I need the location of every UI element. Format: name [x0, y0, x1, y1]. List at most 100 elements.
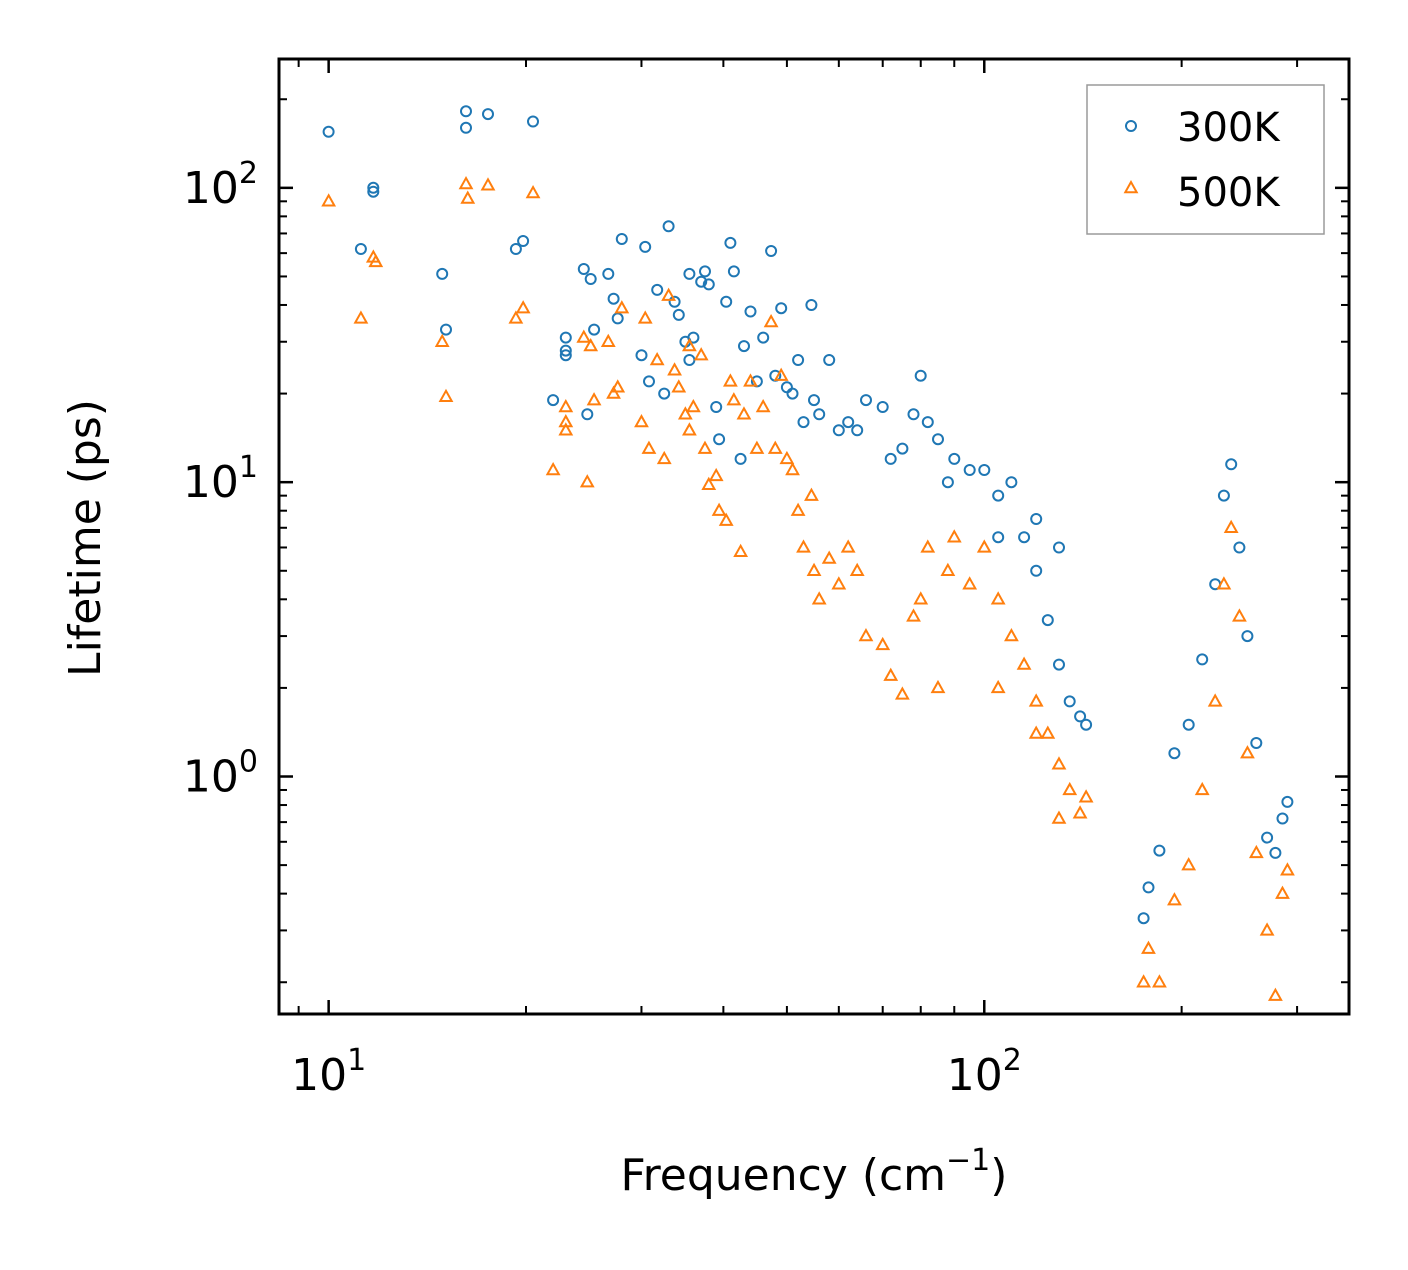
y-tick-label-100: 102: [183, 156, 258, 214]
data-point-500k-73: [962, 576, 978, 590]
data-point-300k-14: [559, 344, 572, 357]
data-point-500k-9: [508, 310, 524, 324]
data-point-500k-61: [840, 539, 856, 553]
data-point-500k-6: [458, 176, 474, 190]
data-point-300k-75: [992, 489, 1005, 502]
data-point-300k-23: [615, 233, 628, 245]
data-point-500k-34: [681, 422, 697, 436]
data-point-500k-89: [1152, 974, 1167, 988]
x-axis-title: Frequency (cm−1): [621, 1143, 1008, 1201]
data-point-500k-65: [883, 667, 899, 681]
data-point-500k-85: [1028, 725, 1044, 739]
data-point-500k-4: [434, 333, 450, 347]
data-point-500k-68: [913, 591, 929, 605]
data-point-300k-31: [672, 308, 685, 321]
data-point-500k-67: [906, 608, 921, 622]
data-point-500k-60: [831, 576, 847, 590]
plot-frame: [277, 57, 1351, 1016]
data-point-500k-36: [693, 347, 709, 361]
data-point-500k-81: [1062, 781, 1078, 796]
data-point-300k-67: [907, 408, 920, 421]
data-point-500k-64: [875, 636, 891, 651]
data-point-300k-102: [1281, 795, 1294, 808]
data-point-300k-77: [1018, 531, 1031, 544]
data-point-300k-61: [842, 416, 855, 429]
data-point-500k-37: [697, 440, 713, 454]
data-point-500k-70: [930, 679, 946, 694]
data-point-300k-25: [639, 240, 652, 253]
data-point-500k-20: [600, 333, 616, 347]
data-point-500k-57: [806, 562, 822, 576]
data-point-300k-7: [460, 121, 472, 134]
data-point-500k-97: [1240, 745, 1255, 759]
legend-label-500k: 500K: [1177, 170, 1281, 216]
data-point-300k-88: [1142, 881, 1155, 894]
data-point-300k-33: [683, 267, 696, 280]
data-point-300k-20: [602, 267, 615, 280]
data-point-500k-58: [811, 591, 827, 605]
data-point-500k-32: [677, 406, 693, 420]
data-point-500k-12: [545, 461, 561, 476]
data-point-300k-12: [547, 394, 560, 407]
data-point-500k-102: [1280, 862, 1295, 876]
data-point-300k-17: [581, 408, 594, 421]
data-point-300k-79: [1041, 614, 1054, 627]
data-point-300k-82: [1074, 710, 1087, 723]
data-point-300k-74: [978, 464, 991, 476]
data-point-500k-13: [558, 398, 574, 413]
data-point-300k-6: [460, 105, 472, 118]
data-point-500k-100: [1267, 987, 1283, 1001]
tick-labels: 101 102 100 101 102: [183, 156, 1022, 1101]
data-point-500k-11: [525, 185, 541, 199]
series-500k-markers: [321, 176, 1295, 1001]
data-point-500k-45: [736, 406, 752, 420]
data-point-500k-79: [1040, 725, 1056, 739]
data-point-300k-66: [896, 442, 909, 455]
data-point-500k-74: [976, 539, 992, 553]
data-point-500k-17: [579, 474, 595, 488]
data-point-500k-62: [849, 562, 865, 576]
data-point-500k-15: [558, 422, 574, 436]
data-point-300k-80: [1053, 658, 1065, 671]
data-point-300k-29: [662, 220, 675, 233]
data-point-300k-96: [1233, 541, 1246, 554]
data-point-300k-78: [1030, 564, 1043, 577]
data-point-300k-83: [1080, 718, 1093, 731]
data-point-500k-72: [946, 529, 962, 543]
data-point-500k-48: [755, 398, 771, 413]
data-point-500k-7: [460, 190, 476, 204]
data-point-500k-92: [1194, 781, 1210, 796]
data-point-500k-52: [779, 450, 795, 465]
data-point-500k-41: [718, 512, 734, 526]
data-point-300k-40: [713, 433, 726, 446]
data-point-500k-99: [1259, 922, 1275, 936]
data-point-500k-35: [685, 398, 701, 413]
data-point-300k-65: [884, 452, 897, 465]
data-point-300k-11: [527, 115, 539, 128]
data-point-300k-86: [992, 531, 1005, 544]
data-point-500k-83: [1078, 789, 1094, 803]
data-point-500k-10: [515, 300, 531, 314]
data-point-300k-46: [744, 305, 757, 318]
y-tick-label-10: 101: [183, 450, 258, 508]
data-point-500k-94: [1216, 576, 1232, 590]
data-point-500k-47: [749, 440, 765, 454]
data-point-500k-28: [656, 450, 672, 465]
data-point-300k-45: [738, 340, 750, 353]
x-tick-label-100: 102: [947, 1043, 1022, 1101]
data-point-500k-24: [634, 414, 649, 428]
data-point-500k-39: [708, 467, 724, 482]
data-point-500k-23: [614, 300, 630, 314]
data-point-300k-44: [734, 452, 747, 465]
data-point-300k-71: [941, 476, 954, 489]
data-point-300k-76: [1005, 476, 1018, 489]
data-point-300k-37: [699, 265, 711, 278]
data-point-500k-53: [785, 461, 800, 476]
data-point-300k-70: [932, 433, 944, 446]
data-point-300k-36: [695, 275, 708, 288]
data-point-300k-99: [1261, 831, 1274, 844]
data-point-500k-46: [743, 373, 758, 387]
data-point-300k-49: [765, 245, 778, 257]
